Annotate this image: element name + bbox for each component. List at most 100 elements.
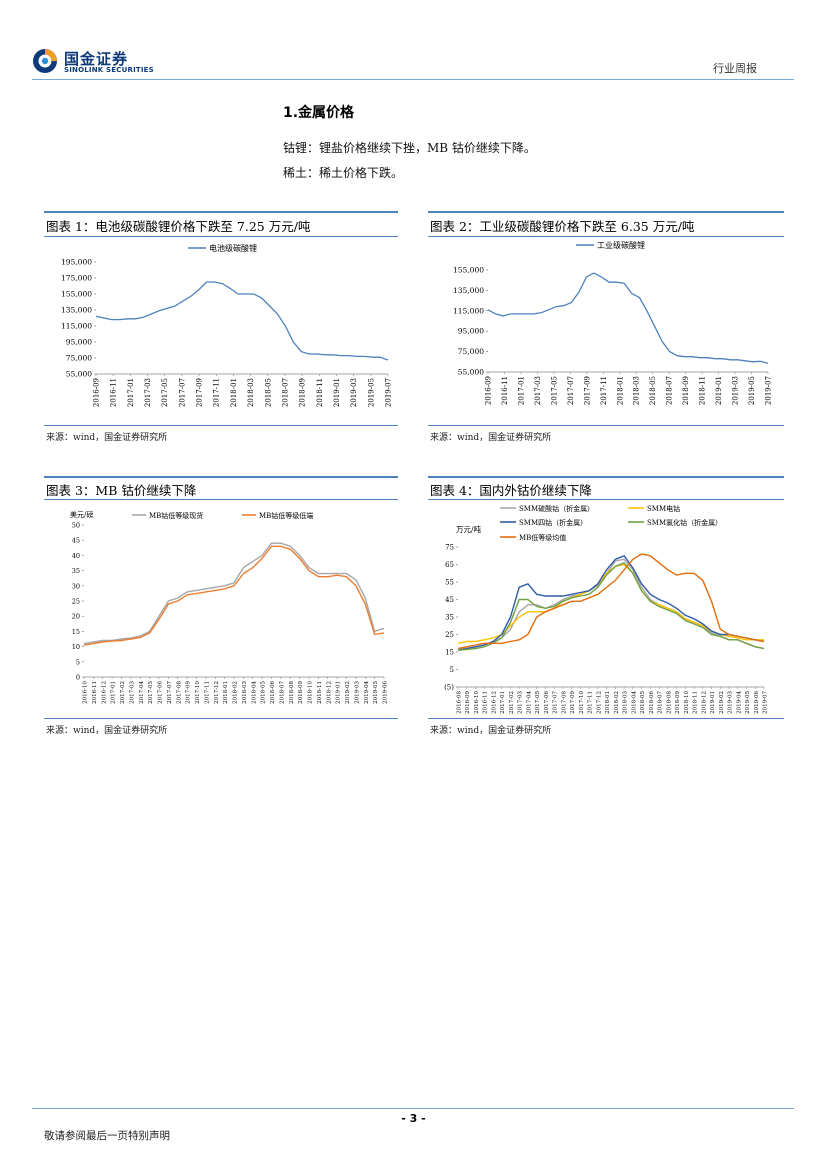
legend-label-1: MB钴低等级低端 [259, 511, 313, 520]
x-tick-label: 2018-07 [666, 376, 674, 405]
paragraph-rare-earth: 稀土：稀土价格下跌。 [283, 166, 404, 180]
x-tick-label: 2018-08 [666, 691, 672, 714]
y-axis-unit-label: 万元/吨 [456, 524, 482, 534]
x-tick-label: 2018-03 [633, 376, 641, 405]
y-tick-label: 45 [445, 596, 454, 604]
series-line-0 [487, 272, 769, 364]
legend-label-0: MB钴低等级现货 [149, 511, 203, 520]
y-tick-label: 35 [445, 614, 454, 622]
figure-1-bottom-rule [44, 425, 398, 426]
y-tick-label: 15 [72, 628, 80, 636]
x-tick-label: 2019-04 [736, 691, 742, 714]
series-line-0 [95, 281, 389, 361]
x-tick-label: 2016-09 [485, 376, 493, 405]
x-tick-label: 2019-03 [728, 691, 734, 714]
x-tick-label: 2018-02 [614, 691, 620, 714]
x-tick-label: 2018-07 [279, 681, 285, 704]
x-tick-label: 2018-12 [326, 681, 332, 704]
y-tick-label: 95,000 [66, 338, 92, 347]
y-tick-label: 75,000 [458, 347, 484, 356]
x-tick-label: 2017-04 [139, 681, 145, 704]
y-axis-unit-label: 美元/磅 [70, 510, 93, 519]
figure-2-title-rule [428, 236, 784, 237]
y-tick-label: 55,000 [66, 370, 92, 379]
x-tick-label: 2019-01 [333, 378, 341, 407]
x-tick-label: 2019-01 [336, 681, 342, 704]
figure-1-source: 来源：wind，国金证券研究所 [46, 433, 168, 443]
y-tick-label: 95,000 [458, 327, 484, 336]
x-tick-label: 2017-03 [534, 376, 542, 405]
figure-1-title-rule [44, 236, 398, 237]
x-tick-label: 2018-05 [649, 376, 657, 405]
x-tick-label: 2017-07 [167, 681, 173, 704]
x-tick-label: 2016-11 [483, 691, 489, 714]
x-tick-label: 2017-05 [535, 691, 541, 714]
x-tick-label: 2016-11 [92, 681, 98, 704]
chart-industrial-lithium-carbonate: 155,000135,000115,00095,00075,00055,0002… [453, 240, 773, 405]
y-tick-label: 25 [445, 631, 454, 639]
x-tick-label: 2019-07 [763, 691, 769, 714]
x-tick-label: 2018-06 [649, 691, 655, 714]
company-logo: 国金证券 SINOLINK SECURITIES [32, 46, 162, 80]
x-tick-label: 2017-01 [500, 691, 506, 714]
report-type-label: 行业周报 [713, 62, 757, 75]
x-tick-label: 2017-01 [517, 376, 525, 405]
x-tick-label: 2017-05 [161, 378, 169, 407]
paragraph-cobalt-lithium: 钴锂：锂盐价格继续下挫，MB 钴价继续下降。 [283, 141, 536, 155]
figure-2-source: 来源：wind，国金证券研究所 [430, 433, 552, 443]
figure-2-bottom-rule [428, 425, 784, 426]
x-tick-label: 2017-01 [111, 681, 117, 704]
x-tick-label: 2017-06 [544, 691, 550, 714]
y-tick-label: 50 [72, 522, 80, 530]
y-tick-label: 195,000 [61, 258, 92, 267]
x-tick-label: 2017-02 [509, 691, 515, 714]
x-tick-label: 2017-01 [127, 378, 135, 407]
x-tick-label: 2017-08 [561, 691, 567, 714]
x-tick-label: 2018-05 [640, 691, 646, 714]
series-line-4 [457, 553, 765, 650]
x-tick-label: 2017-10 [195, 681, 201, 704]
x-tick-label: 2017-03 [518, 691, 524, 714]
x-tick-label: 2018-09 [682, 376, 690, 405]
y-tick-label: 115,000 [453, 306, 484, 315]
x-tick-label: 2018-03 [247, 378, 255, 407]
x-tick-label: 2018-07 [281, 378, 289, 407]
x-tick-label: 2018-09 [299, 378, 307, 407]
header-divider [32, 79, 794, 80]
x-tick-label: 2018-04 [631, 691, 637, 714]
x-tick-label: 2017-10 [579, 691, 585, 714]
x-tick-label: 2018-10 [684, 691, 690, 714]
y-tick-label: 0 [76, 674, 80, 682]
y-tick-label: 20 [72, 613, 80, 621]
legend-label-1: SMM电钴 [647, 504, 680, 513]
x-tick-label: 2017-09 [186, 681, 192, 704]
y-tick-label: 15 [445, 649, 454, 657]
x-tick-label: 2017-07 [567, 376, 575, 405]
x-tick-label: 2017-02 [120, 681, 126, 704]
x-tick-label: 2019-07 [765, 376, 773, 405]
x-tick-label: 2019-07 [385, 378, 393, 407]
x-tick-label: 2019-04 [364, 681, 370, 704]
x-tick-label: 2017-11 [588, 691, 594, 714]
x-tick-label: 2019-03 [354, 681, 360, 704]
x-tick-label: 2019-03 [732, 376, 740, 405]
series-line-2 [457, 554, 765, 651]
x-tick-label: 2017-11 [213, 378, 221, 407]
x-tick-label: 2019-02 [719, 691, 725, 714]
x-tick-label: 2018-05 [261, 681, 267, 704]
y-tick-label: 75,000 [66, 354, 92, 363]
x-tick-label: 2017-08 [176, 681, 182, 704]
x-tick-label: 2016-12 [491, 691, 497, 714]
y-tick-label: 5 [76, 658, 80, 666]
disclaimer-text: 敬请参阅最后一页特别声明 [44, 1130, 170, 1142]
x-tick-label: 2017-03 [129, 681, 135, 704]
x-tick-label: 2018-09 [298, 681, 304, 704]
y-tick-label: 135,000 [453, 286, 484, 295]
x-tick-label: 2017-09 [196, 378, 204, 407]
y-tick-label: 115,000 [61, 322, 92, 331]
series-line-3 [457, 561, 765, 651]
x-tick-label: 2018-12 [701, 691, 707, 714]
y-tick-label: 25 [72, 598, 80, 606]
figure-3-title-rule [44, 499, 398, 500]
